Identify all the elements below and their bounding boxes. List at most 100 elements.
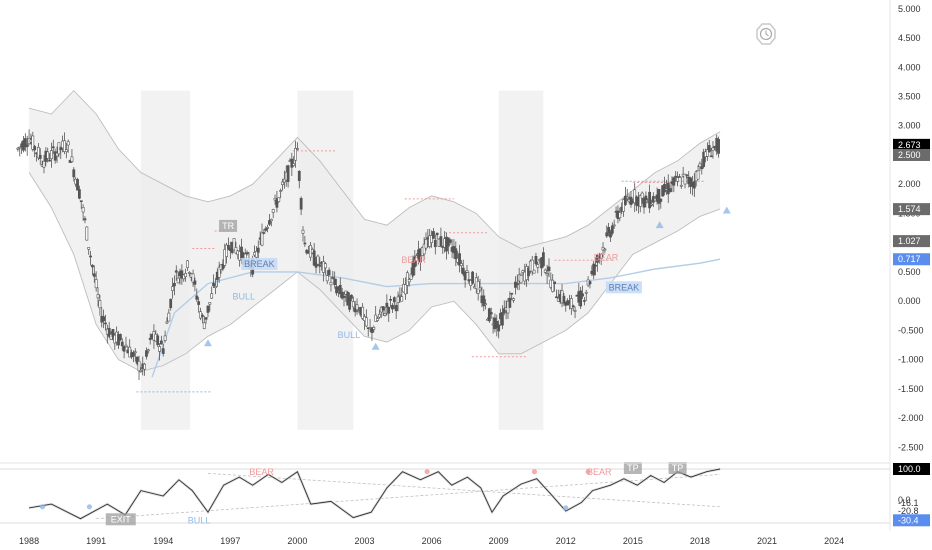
candle-body — [521, 270, 525, 273]
candle-body — [592, 263, 596, 276]
candle-body — [296, 148, 299, 150]
oscillator-badge-label: -20.8 — [898, 506, 919, 516]
candle-body — [594, 264, 597, 267]
candle-body — [394, 305, 398, 312]
price-badge-label: 2.500 — [898, 150, 921, 160]
candle-body — [497, 324, 501, 332]
signal-box — [241, 257, 278, 270]
candle-body — [16, 147, 20, 150]
candle-body — [532, 269, 536, 274]
candle-body — [122, 346, 126, 352]
candle-body — [551, 279, 555, 292]
candle-body — [696, 170, 700, 180]
candle-body — [674, 175, 678, 178]
signal-label: TR — [222, 221, 234, 231]
candle-body — [659, 198, 663, 202]
candle-body — [351, 301, 355, 308]
candle-body — [176, 277, 180, 284]
candle-body — [422, 243, 426, 255]
y-tick-label: -0.500 — [898, 325, 924, 335]
candle-body — [405, 272, 409, 286]
price-badge-label: 0.717 — [898, 254, 921, 264]
candle-body — [707, 145, 711, 153]
candle-body — [389, 299, 392, 301]
candle-body — [83, 218, 87, 221]
candle-body — [391, 304, 394, 310]
candle-body — [407, 279, 411, 283]
candle-body — [478, 287, 482, 291]
candle-body — [633, 189, 637, 204]
candle-body — [31, 135, 35, 150]
signal-label: BEAR — [587, 467, 612, 477]
y-tick-label: -2.000 — [898, 413, 924, 423]
candle-body — [642, 198, 646, 208]
candle-body — [327, 269, 331, 276]
candle-body — [294, 148, 297, 161]
candle-body — [318, 264, 322, 267]
candle-body — [81, 207, 85, 213]
candle-body — [292, 163, 296, 166]
candle-body — [42, 160, 46, 168]
candle-body — [102, 316, 106, 322]
y-tick-label: 0.000 — [898, 296, 921, 306]
candle-body — [25, 144, 29, 148]
candle-body — [692, 181, 696, 189]
candle-body — [214, 286, 217, 289]
candle-body — [260, 232, 264, 246]
candle-body — [709, 155, 713, 158]
x-tick-label: 1988 — [19, 536, 39, 546]
candle-body — [191, 273, 195, 283]
oscillator-trendline — [207, 472, 721, 508]
clock-button[interactable] — [756, 23, 776, 45]
candle-body — [622, 199, 625, 212]
candle-body — [702, 151, 706, 167]
candle-body — [50, 150, 53, 160]
candle-body — [638, 195, 642, 207]
candle-body — [128, 346, 132, 358]
signal-box — [105, 513, 136, 526]
candle-body — [392, 297, 396, 303]
candle-body — [143, 363, 147, 370]
candle-body — [411, 261, 415, 276]
candle-body — [63, 140, 66, 152]
candle-body — [717, 139, 720, 154]
candle-body — [629, 196, 633, 205]
x-tick-label: 2015 — [623, 536, 643, 546]
signal-label: BULL — [232, 291, 255, 301]
candle-body — [625, 196, 629, 199]
candle-body — [543, 269, 547, 273]
candle-body — [325, 275, 329, 282]
candle-body — [59, 147, 63, 151]
oscillator-badge-label: -16.1 — [898, 498, 919, 508]
candle-body — [432, 231, 435, 239]
signal-triangle — [722, 206, 731, 214]
candle-body — [208, 302, 212, 305]
candle-body — [46, 151, 50, 159]
candle-body — [650, 203, 653, 206]
candle-body — [569, 298, 573, 309]
candle-body — [530, 259, 534, 273]
candle-body — [279, 190, 283, 192]
x-tick-label: 2009 — [489, 536, 509, 546]
candle-body — [223, 249, 227, 266]
main-price-chart: TR BREAK BULL BEAR BULL BEAR BREAK — [16, 89, 731, 430]
candle-body — [527, 268, 530, 277]
candle-body — [689, 177, 693, 187]
candle-body — [91, 264, 94, 268]
candle-body — [225, 244, 228, 257]
band-fill — [29, 90, 721, 372]
candle-body — [679, 184, 683, 187]
candle-body — [186, 260, 189, 268]
candle-body — [282, 178, 286, 183]
signal-triangle — [371, 342, 380, 350]
candle-body — [482, 295, 486, 307]
candle-body — [508, 297, 512, 308]
candle-body — [678, 176, 681, 178]
candle-body — [124, 344, 128, 348]
candle-body — [184, 273, 188, 277]
candle-body — [161, 348, 165, 354]
candle-body — [301, 229, 305, 234]
signal-label: BREAK — [244, 259, 275, 269]
x-tick-label: 2003 — [354, 536, 374, 546]
